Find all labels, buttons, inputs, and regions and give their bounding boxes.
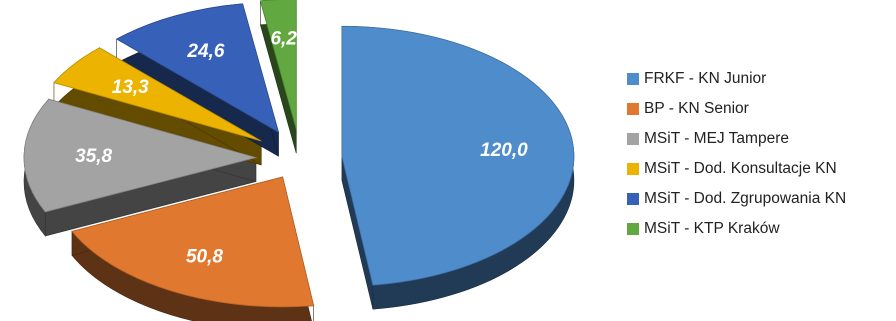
legend-label: MSiT - Dod. Konsultacje KN [644, 160, 837, 177]
data-label-frkf-kn-junior: 120,0 [480, 140, 528, 161]
slice-frkf-kn-junior [341, 25, 575, 286]
pie-data-labels: 120,0 50,8 35,8 13,3 24,6 6,2 [75, 29, 528, 268]
data-label-msit-dod-zgrupowania-kn: 24,6 [186, 41, 224, 62]
legend-label: MSiT - Dod. Zgrupowania KN [644, 190, 847, 207]
legend-swatch [627, 223, 639, 235]
legend-label: MSiT - MEJ Tampere [644, 130, 789, 147]
legend-swatch [627, 103, 639, 115]
legend-swatch [627, 163, 639, 175]
pie-slices [23, 0, 575, 308]
slice-msit-mej-tampere [23, 98, 258, 213]
data-label-msit-dod-konsultacje-kn: 13,3 [112, 77, 149, 98]
legend-label: MSiT - KTP Kraków [644, 220, 780, 237]
data-label-msit-ktp-krakow: 6,2 [270, 29, 297, 50]
legend-item-bp-kn-senior: BP - KN Senior [627, 94, 895, 124]
legend-item-msit-dod-konsultacje-kn: MSiT - Dod. Konsultacje KN [627, 154, 895, 184]
data-label-bp-kn-senior: 50,8 [186, 247, 223, 268]
slice-bp-kn-senior [71, 176, 315, 308]
legend-item-msit-ktp-krakow: MSiT - KTP Kraków [627, 214, 895, 244]
legend-swatch [627, 133, 639, 145]
pie-chart: 120,0 50,8 35,8 13,3 24,6 6,2 [23, 0, 575, 321]
legend: FRKF - KN Junior BP - KN Senior MSiT - MEJ… [627, 64, 895, 244]
legend-item-msit-mej-tampere: MSiT - MEJ Tampere [627, 124, 895, 154]
legend-swatch [627, 73, 639, 85]
slice-msit-ktp-krakow [259, 0, 297, 130]
legend-label: BP - KN Senior [644, 100, 749, 117]
slice-msit-dod-konsultacje-kn [53, 47, 262, 142]
legend-swatch [627, 193, 639, 205]
legend-item-frkf-kn-junior: FRKF - KN Junior [627, 64, 895, 94]
legend-label: FRKF - KN Junior [644, 70, 767, 87]
legend-item-msit-dod-zgrupowania-kn: MSiT - Dod. Zgrupowania KN [627, 184, 895, 214]
data-label-msit-mej-tampere: 35,8 [75, 146, 112, 167]
slice-msit-dod-zgrupowania-kn [115, 3, 280, 134]
